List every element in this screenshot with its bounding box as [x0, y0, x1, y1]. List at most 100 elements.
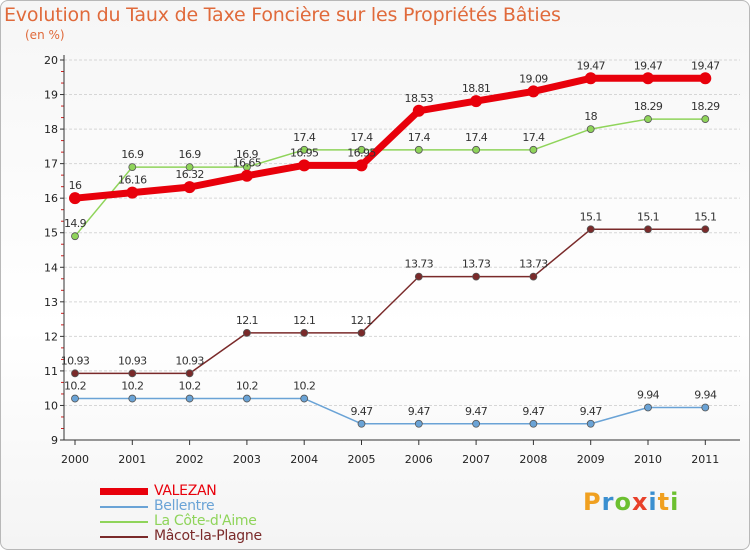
data-label: 10.93 — [175, 354, 204, 367]
data-label: 10.2 — [121, 380, 143, 393]
legend-label: Mâcot-la-Plagne — [154, 528, 262, 544]
x-tick-labels: 2000 2001 2002 2003 2004 2005 2006 2007 2008 2009… — [61, 453, 719, 466]
data-point — [472, 419, 481, 428]
data-point — [701, 115, 710, 123]
data-point — [529, 272, 538, 281]
legend-item[interactable]: VALEZAN — [100, 484, 262, 499]
y-tick-label: 14 — [44, 261, 58, 274]
data-point — [298, 159, 311, 172]
legend-label: Bellentre — [154, 498, 215, 514]
legend-item[interactable]: Mâcot-la-Plagne — [100, 529, 262, 544]
data-label: 17.4 — [293, 131, 316, 144]
x-tick-label: 2010 — [634, 453, 662, 466]
data-point — [71, 369, 79, 378]
data-label: 13.73 — [462, 258, 491, 271]
data-label: 15.1 — [694, 210, 716, 223]
data-label: 19.09 — [519, 72, 548, 85]
data-label: 12.1 — [236, 314, 258, 327]
series-line — [74, 74, 706, 202]
y-tick-label: 11 — [44, 365, 58, 378]
data-label: 15.1 — [637, 210, 659, 223]
data-point — [644, 225, 652, 234]
data-point — [470, 95, 483, 108]
series-line — [75, 228, 706, 375]
chart-title: Evolution du Taux de Taxe Foncière sur l… — [4, 4, 561, 26]
data-point — [71, 232, 79, 241]
data-point — [128, 394, 137, 403]
data-point — [414, 272, 423, 281]
data-point — [185, 163, 194, 171]
data-point — [69, 192, 81, 205]
series-line — [75, 397, 706, 425]
data-label: 13.73 — [519, 258, 548, 271]
legend-swatch — [100, 535, 148, 538]
legend: VALEZAN Bellentre La Côte-d'Aime Mâcot-l… — [100, 484, 262, 544]
data-point — [357, 329, 366, 337]
data-label: 18.81 — [462, 82, 491, 95]
y-tick-label: 9 — [51, 434, 58, 447]
data-label: 12.1 — [350, 314, 372, 327]
data-point — [586, 419, 595, 428]
data-label: 17.4 — [408, 131, 431, 144]
data-label: 15.1 — [580, 210, 602, 223]
brand-letter: o — [614, 488, 632, 516]
x-tick-label: 2003 — [233, 453, 261, 466]
y-tick-label: 10 — [44, 399, 58, 412]
data-label: 17.4 — [465, 131, 488, 144]
y-tick-label: 12 — [44, 330, 58, 343]
data-point — [642, 72, 654, 85]
y-tick-label: 18 — [44, 123, 58, 136]
data-point — [128, 369, 137, 378]
data-point — [240, 169, 253, 182]
brand-letter: i — [670, 488, 680, 516]
x-tick-label: 2011 — [691, 453, 719, 466]
data-point — [414, 419, 423, 428]
data-point — [472, 145, 481, 154]
data-label: 18.53 — [405, 92, 434, 105]
data-label: 16.9 — [236, 148, 259, 161]
x-tick-label: 2005 — [348, 453, 376, 466]
data-point — [242, 394, 251, 403]
data-point — [414, 145, 423, 154]
data-point — [584, 72, 597, 85]
data-label: 16 — [69, 179, 82, 192]
data-label: 10.2 — [293, 380, 315, 393]
axes — [60, 55, 740, 445]
data-point — [185, 394, 194, 403]
brand-letter: i — [648, 488, 658, 516]
data-label: 9.47 — [350, 405, 373, 418]
y-tick-label: 19 — [44, 89, 58, 102]
legend-item[interactable]: Bellentre — [100, 499, 262, 514]
data-point — [357, 419, 366, 428]
brand-letter: P — [583, 488, 602, 516]
x-tick-label: 2001 — [118, 453, 146, 466]
data-point — [128, 163, 137, 171]
brand-letter: r — [601, 488, 615, 516]
data-label: 18.29 — [691, 100, 720, 113]
legend-item[interactable]: La Côte-d'Aime — [100, 514, 262, 529]
data-label: 19.47 — [576, 59, 605, 72]
y-tick-labels: 9 10 11 12 13 14 15 16 17 18 19 20 — [44, 54, 58, 447]
data-point — [527, 85, 540, 98]
grid-lines — [64, 59, 740, 441]
data-label: 10.93 — [118, 354, 147, 367]
data-label: 9.47 — [408, 405, 431, 418]
data-point — [586, 225, 595, 234]
x-tick-label: 2008 — [519, 453, 547, 466]
data-point — [529, 419, 538, 428]
data-label: 9.47 — [465, 405, 488, 418]
legend-swatch — [100, 488, 148, 495]
data-label: 19.47 — [691, 59, 720, 72]
data-label: 10.2 — [236, 380, 258, 393]
brand-letter: x — [631, 488, 649, 516]
data-label: 18 — [584, 110, 597, 123]
y-tick-label: 20 — [44, 54, 58, 67]
data-label: 16.95 — [290, 146, 319, 159]
x-tick-label: 2002 — [176, 453, 204, 466]
data-point — [300, 329, 309, 337]
data-label: 18.29 — [634, 100, 663, 113]
data-label: 9.47 — [522, 405, 545, 418]
data-point — [644, 403, 652, 412]
x-tick-label: 2004 — [290, 453, 318, 466]
